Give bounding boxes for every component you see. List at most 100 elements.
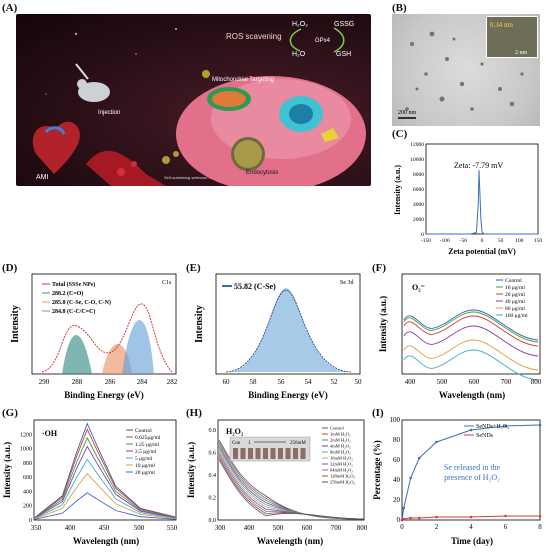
f-series-line [403,309,539,341]
i-legend-0: SeNDs+H₂O₂ [476,424,509,430]
h-legend-label: 8mM H₂O₂ [330,450,351,455]
ami-label: AMI [36,174,49,181]
g-series-line [33,422,177,519]
panel-label-e: (E) [186,262,201,274]
i-xtick: 4 [469,523,473,531]
i-annotation-2: presence of H₂O₂ [444,473,500,482]
i-data-point [504,514,507,518]
f-xtick: 600 [469,378,480,386]
f-legend-label: 80 μg/ml [505,306,525,312]
f-series-line [403,325,539,357]
heart-icon [32,121,80,174]
vial [270,448,276,459]
g-xtick: 450 [99,524,110,532]
f-legend-label: 20 μg/ml [505,292,525,298]
i-ytick: 60 [393,456,401,464]
d-legend-0: Total (SSSe NPs) [52,281,95,288]
h-ytick: 0.6 [209,451,217,457]
f-ylabel: Intensity (a.u.) [378,296,388,352]
c-xtick: 150 [534,238,543,244]
i-xtick: 0 [400,523,404,531]
e-xtick: 58 [250,378,258,386]
h-legend-label: 32mM H₂O₂ [330,462,353,467]
h-ytick: 0.4 [209,473,217,479]
d-xlabel: Binding Energy (eV) [64,390,144,400]
g-xtick: 500 [134,524,145,532]
i-data-point [409,516,412,520]
vial [285,448,291,459]
h-inset-one: 1 [248,441,251,446]
h-legend-label: Control [330,426,345,431]
g-legend-label: 5 μg/ml [135,456,153,462]
f-xtick: 500 [437,378,448,386]
vial [233,448,238,459]
g-legend-label: 10 μg/ml [135,463,155,469]
h-xtick: 400 [244,524,255,532]
g-legend-label: 0.625μg/ml [135,435,161,441]
g-corner: ·OH [42,429,58,438]
h-inset-con: Con [232,441,241,446]
gsh-label: GSH [336,51,351,58]
g-xtick: 350 [31,524,42,532]
h2o2-label: H₂O₂ [292,21,308,28]
vial [300,448,306,459]
i-data-point [402,506,406,510]
h-legend-label: 4mM H₂O₂ [330,444,351,449]
h-legend-label: 2mM H₂O₂ [330,438,351,443]
e-xtick: 54 [305,378,313,386]
f-legend-label: 160 μg/ml [505,313,528,319]
i-ytick: 40 [393,476,401,484]
g-ytick: 800 [23,461,32,467]
i-xtick: 2 [435,523,439,531]
c-ytick: 12000 [410,142,424,148]
g-legend-label: 20 μg/ml [135,470,155,476]
i-ylabel: Percentage (%) [372,440,382,500]
h-inset-max: 256mM [290,441,306,446]
h-legend-label: 64mM H₂O₂ [330,468,353,473]
total-fit-line [41,303,173,373]
c-ytick: 10000 [410,157,424,163]
f-legend-label: Control [505,278,522,284]
i-data-point [504,424,507,428]
se-release-chart: SeNDs+H₂O₂ SeNDs Se released in the pres… [372,416,542,546]
vial [240,448,246,459]
h-xtick: 500 [273,524,284,532]
c-xtick: 0 [481,238,484,244]
d-xtick: 284 [137,378,148,386]
g-legend-label: 2.5 μg/ml [135,449,157,455]
g-series-line [33,436,177,519]
d-xtick: 290 [39,378,50,386]
e-xtick: 56 [278,378,286,386]
i-ytick: 20 [393,496,401,504]
panel-label-g: (G) [2,407,18,419]
tem-image: 200 nm 0.34 nm 2 nm [392,14,540,126]
g-ytick: 200 [23,504,32,510]
g-ytick: 400 [23,489,32,495]
h-ytick: 0.8 [209,428,217,434]
f-series-line [403,311,539,343]
c-xtick: -50 [460,238,468,244]
tem-inset-scale: 2 nm [515,50,528,56]
i-data-point [469,428,473,432]
h-series-line [218,459,365,520]
d-ylabel: Intensity [10,305,21,343]
h-xtick: 300 [215,524,226,532]
panel-label-b: (B) [392,2,407,14]
g-series-line [33,492,177,520]
i-ytick: 0 [397,516,401,524]
f-series-line [403,315,539,347]
c-xtick: -150 [421,238,431,244]
i-data-point [435,515,438,519]
zeta-chart: 0 2000 4000 6000 8000 10000 12000 -150 -100 -50 0 5… [393,142,543,256]
tem-scalebar: 200 nm [398,110,417,116]
xps-se3d-chart: 55.82 (C-Se) Se 3d 60 58 56 54 52 50 Bin… [194,273,362,400]
g-series-line [33,472,177,520]
g-ytick: 1000 [20,447,32,453]
panel-label-a: (A) [2,2,18,14]
vial [255,448,261,459]
f-xlabel: Wavelength (nm) [439,390,505,400]
f-series-line [403,339,539,371]
panel-label-f: (F) [372,262,387,274]
gssg-label: GSSG [334,21,354,28]
h2o-label: H₂O [292,51,306,58]
